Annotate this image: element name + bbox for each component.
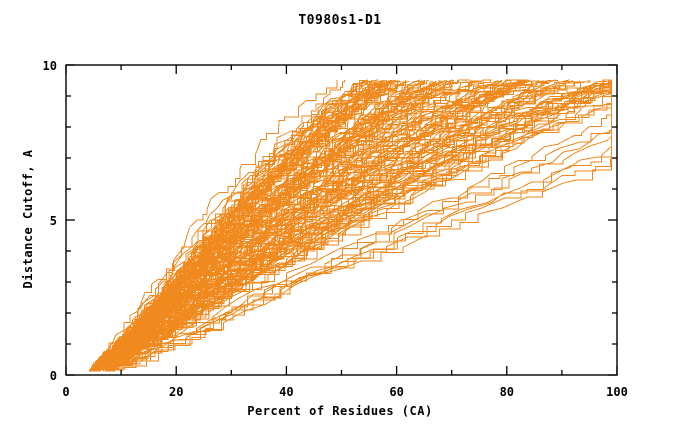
y-tick-label: 10 (43, 59, 57, 73)
x-axis-label: Percent of Residues (CA) (247, 404, 433, 418)
x-tick-label: 40 (279, 385, 293, 399)
data-curves (88, 79, 612, 372)
x-tick-label: 100 (606, 385, 628, 399)
axis-tick-labels: 0 20 40 60 80 100 0 5 10 (43, 59, 628, 399)
y-tick-label: 5 (50, 214, 57, 228)
page-title: T0980s1-D1 (298, 13, 382, 28)
axis-frame (65, 64, 618, 376)
y-tick-label: 0 (50, 369, 57, 383)
x-tick-label: 80 (500, 385, 514, 399)
x-tick-label: 0 (62, 385, 69, 399)
x-tick-label: 60 (389, 385, 403, 399)
x-tick-label: 20 (169, 385, 183, 399)
